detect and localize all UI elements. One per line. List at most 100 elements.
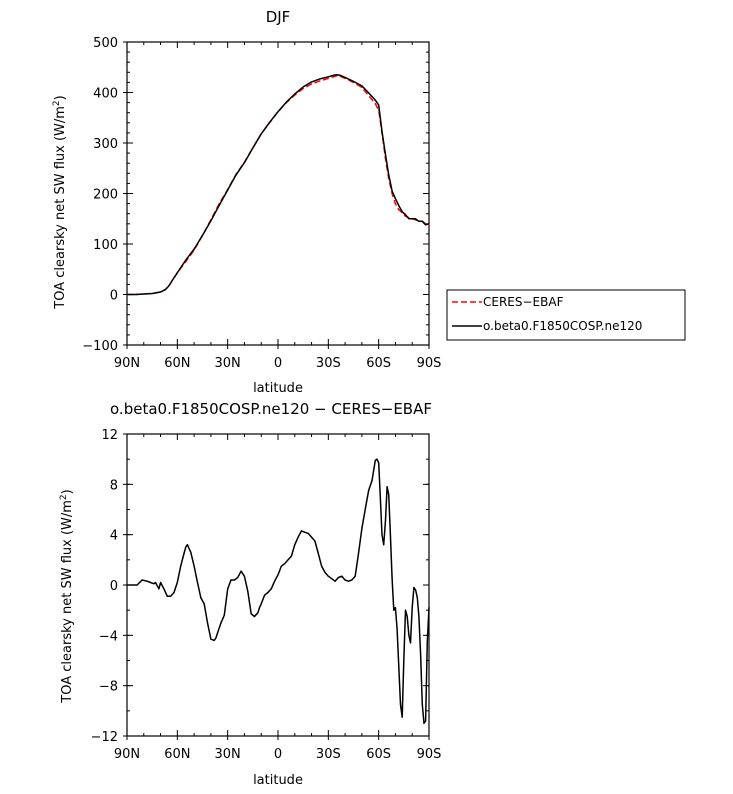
data-point (319, 80, 321, 82)
data-point (311, 81, 313, 83)
series-line-0 (127, 75, 430, 296)
data-point (168, 285, 170, 287)
data-point (408, 218, 410, 220)
data-point (300, 530, 303, 532)
data-point (183, 552, 185, 555)
data-point (371, 95, 373, 98)
data-point (277, 574, 279, 576)
data-point (243, 162, 245, 164)
y-tick-label: −4 (99, 629, 118, 644)
data-point (428, 607, 430, 609)
data-point (193, 565, 195, 567)
x-tick-label: 0 (274, 356, 282, 371)
top-chart-title: DJF (266, 8, 291, 26)
data-point (334, 580, 336, 582)
data-point (186, 544, 188, 546)
data-point (413, 586, 415, 589)
data-point (146, 580, 148, 582)
data-point (233, 579, 235, 581)
data-point (285, 101, 287, 103)
data-point (378, 462, 380, 464)
y-tick-label: 0 (110, 579, 118, 594)
data-point (391, 190, 393, 192)
data-point (408, 634, 410, 636)
data-point (267, 591, 269, 594)
data-point (213, 639, 215, 642)
data-point (173, 591, 175, 594)
data-point (354, 575, 356, 577)
data-point (176, 272, 178, 274)
data-point (332, 74, 334, 76)
data-point (420, 653, 422, 655)
data-point (302, 87, 304, 90)
data-point (151, 292, 153, 295)
data-point (252, 147, 254, 149)
data-point (423, 722, 425, 725)
data-point (351, 579, 353, 581)
data-point (401, 211, 403, 213)
data-point (331, 578, 333, 580)
data-point (379, 496, 381, 498)
y-tick-label: −100 (82, 339, 118, 354)
data-point (237, 576, 239, 579)
y-tick-label: 4 (110, 529, 118, 544)
data-point (374, 459, 376, 461)
data-point (200, 597, 202, 599)
data-point (361, 527, 363, 530)
y-tick-label: 500 (93, 36, 118, 51)
x-tick-label: 30N (215, 356, 241, 371)
y-tick-label: 300 (93, 137, 118, 152)
series-points-0 (126, 458, 430, 725)
data-point (317, 552, 319, 555)
series-points-1 (126, 74, 430, 296)
data-point (393, 609, 395, 611)
legend-label-model: o.beta0.F1850COSP.ne120 (483, 319, 642, 333)
data-point (428, 223, 430, 225)
bottom-plot-frame (126, 433, 430, 737)
data-point (339, 74, 341, 76)
data-point (376, 458, 378, 460)
data-point (227, 189, 229, 191)
data-point (371, 99, 373, 101)
legend-label-ceres-ebaf: CERES−EBAF (483, 295, 564, 309)
data-point (366, 90, 368, 92)
x-tick-label: 90N (114, 356, 140, 371)
data-point (166, 595, 168, 597)
series-points-0 (126, 75, 430, 296)
data-point (253, 615, 256, 618)
data-point (311, 83, 313, 85)
data-point (406, 615, 408, 618)
y-tick-label: 200 (93, 188, 118, 203)
data-point (223, 614, 225, 616)
bottom-x-axis-label: latitude (253, 773, 303, 788)
y-tick-label: −12 (91, 730, 118, 745)
data-point (352, 80, 355, 82)
data-point (374, 103, 376, 105)
data-point (337, 576, 339, 579)
data-point (284, 563, 286, 565)
bottom-y-axis-label: TOA clearsky net SW flux (W/m2) (59, 489, 75, 703)
data-point (415, 218, 417, 220)
data-point (398, 209, 400, 211)
data-point (421, 220, 423, 222)
data-point (153, 583, 155, 585)
data-point (193, 248, 195, 250)
data-point (171, 279, 173, 281)
data-point (302, 86, 304, 88)
data-point (170, 595, 172, 597)
data-point (196, 581, 199, 584)
data-point (307, 532, 309, 535)
data-point (374, 99, 376, 101)
x-tick-label: 60N (164, 747, 190, 762)
data-point (185, 259, 187, 261)
data-point (399, 703, 402, 706)
data-point (201, 234, 204, 236)
data-point (158, 588, 160, 590)
legend: CERES−EBAF o.beta0.F1850COSP.ne120 (446, 289, 686, 341)
data-point (357, 552, 360, 555)
data-point (210, 638, 212, 640)
data-point (270, 588, 272, 590)
data-point (215, 637, 217, 639)
data-point (391, 578, 393, 580)
y-tick-label: −8 (99, 680, 118, 695)
